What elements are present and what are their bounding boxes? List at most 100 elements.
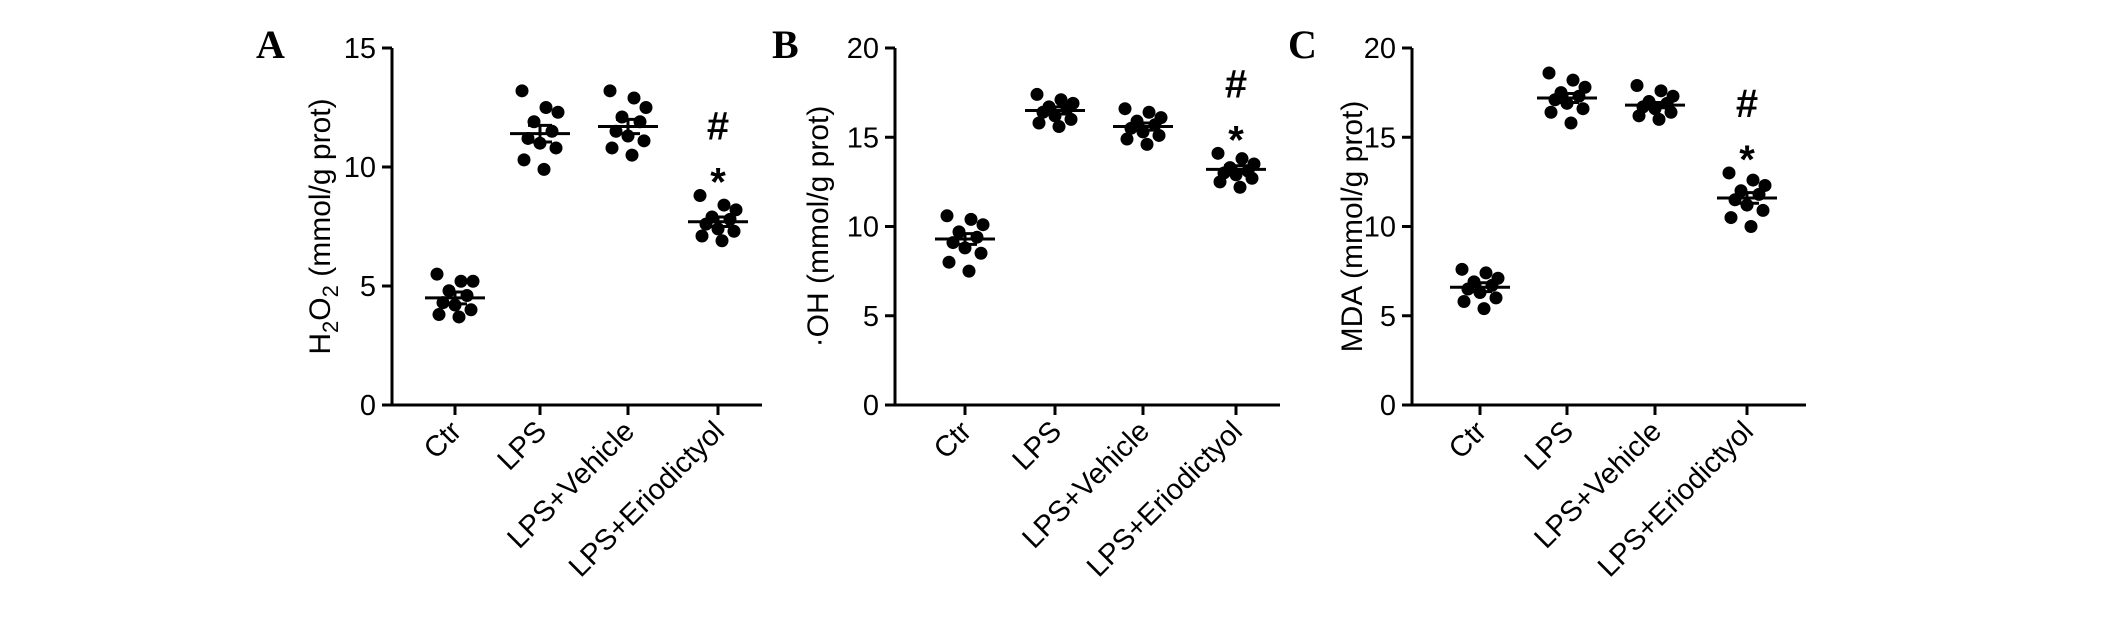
y-tick-label: 5 <box>1380 301 1396 333</box>
data-point <box>1120 132 1134 146</box>
data-point <box>1142 105 1156 119</box>
y-tick-label: 15 <box>847 122 879 154</box>
data-point <box>1455 262 1469 276</box>
data-point <box>1489 291 1503 305</box>
data-point <box>627 91 641 105</box>
hash-annotation: # <box>707 105 729 149</box>
y-axis-label: H2O2 (mmol/g prot) <box>304 98 343 354</box>
data-point <box>1576 102 1590 116</box>
x-tick-label: LPS <box>492 415 553 476</box>
data-point <box>452 310 466 324</box>
x-tick-label: Ctr <box>928 415 978 465</box>
data-point <box>1152 128 1166 142</box>
y-tick-label: 20 <box>1364 33 1396 65</box>
data-point <box>1245 171 1259 185</box>
data-point <box>1064 112 1078 126</box>
data-point <box>1485 278 1499 292</box>
data-point <box>1630 78 1644 92</box>
data-point <box>1118 102 1132 116</box>
data-point <box>964 212 978 226</box>
data-point <box>454 274 468 288</box>
data-point <box>693 189 707 203</box>
y-tick-label: 0 <box>1380 390 1396 422</box>
data-point <box>1461 282 1475 296</box>
data-point <box>962 264 976 278</box>
data-point <box>464 303 478 317</box>
data-point <box>976 218 990 232</box>
data-point <box>625 148 639 162</box>
hash-annotation: # <box>1736 82 1758 126</box>
asterisk-annotation: * <box>1228 118 1244 162</box>
panel-label: B <box>772 22 799 67</box>
data-point <box>1030 87 1044 101</box>
data-point <box>537 162 551 176</box>
panel-label: C <box>1288 22 1317 67</box>
y-tick-label: 15 <box>344 33 376 65</box>
data-point <box>727 224 741 238</box>
y-tick-label: 0 <box>360 390 376 422</box>
data-point <box>1664 105 1678 119</box>
x-tick-label: LPS+Eriodictyol <box>1592 415 1760 583</box>
panel-label: A <box>256 22 285 67</box>
x-tick-label: Ctr <box>1443 415 1493 465</box>
x-tick-label: Ctr <box>418 415 468 465</box>
data-point <box>1744 220 1758 233</box>
y-tick-label: 0 <box>863 390 879 422</box>
data-point <box>1544 105 1558 119</box>
data-point <box>517 153 531 167</box>
x-tick-label: LPS <box>1007 415 1068 476</box>
data-point <box>1564 116 1578 130</box>
y-tick-label: 5 <box>863 301 879 333</box>
y-tick-label: 5 <box>360 271 376 303</box>
data-point <box>1479 266 1493 280</box>
data-point <box>1652 112 1666 126</box>
data-point <box>1211 146 1225 160</box>
data-point <box>695 229 709 243</box>
x-tick-label: LPS+Eriodictyol <box>563 415 731 583</box>
data-point <box>1756 203 1770 217</box>
data-point <box>1654 84 1668 98</box>
data-point <box>1457 294 1471 308</box>
data-point <box>603 84 617 98</box>
data-point <box>539 101 553 114</box>
asterisk-annotation: * <box>710 161 726 205</box>
x-tick-label: LPS <box>1519 415 1580 476</box>
data-point <box>551 105 565 119</box>
data-point <box>974 246 988 260</box>
data-point <box>1052 120 1066 134</box>
data-point <box>1722 166 1736 180</box>
data-point <box>432 308 446 322</box>
data-point <box>1140 137 1154 151</box>
data-point <box>1746 173 1760 187</box>
data-point <box>1213 175 1227 189</box>
data-point <box>723 212 737 226</box>
data-point <box>717 198 731 212</box>
x-tick-label: LPS+Eriodictyol <box>1081 415 1249 583</box>
data-point <box>1548 93 1562 107</box>
y-tick-label: 10 <box>1364 212 1396 244</box>
y-tick-label: 10 <box>344 152 376 184</box>
y-tick-label: 20 <box>847 33 879 65</box>
data-point <box>1724 211 1738 225</box>
data-point <box>715 234 729 248</box>
data-point <box>1572 89 1586 103</box>
data-point <box>430 267 444 281</box>
data-point <box>549 141 563 155</box>
data-point <box>1542 66 1556 80</box>
hash-annotation: # <box>1225 62 1247 106</box>
data-point <box>729 203 743 217</box>
data-point <box>1566 73 1580 87</box>
data-point <box>942 255 956 269</box>
asterisk-annotation: * <box>1739 138 1755 182</box>
y-tick-label: 15 <box>1364 122 1396 154</box>
y-tick-label: 10 <box>847 212 879 244</box>
y-axis-label: MDA (mmol/g prot) <box>1336 101 1369 353</box>
data-point <box>1032 116 1046 130</box>
data-point <box>637 134 651 148</box>
data-point <box>1233 180 1247 194</box>
data-point <box>639 101 653 114</box>
